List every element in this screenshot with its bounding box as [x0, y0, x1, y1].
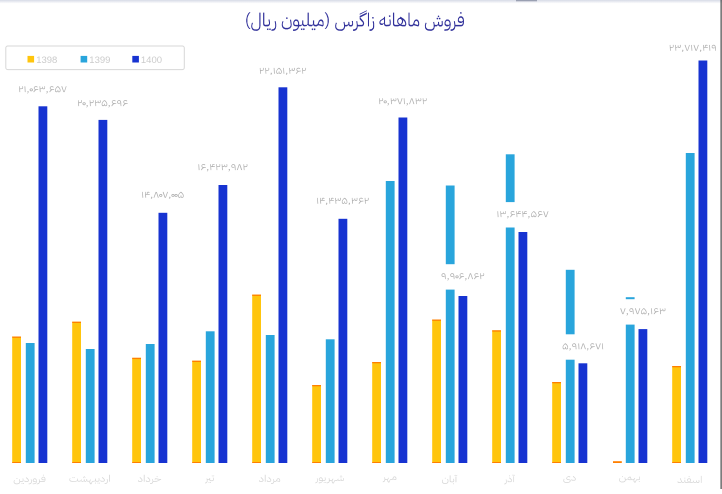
svg-text:1400: 1400 — [141, 55, 162, 66]
svg-text:1399: 1399 — [89, 55, 110, 66]
svg-text:1398: 1398 — [36, 55, 57, 66]
